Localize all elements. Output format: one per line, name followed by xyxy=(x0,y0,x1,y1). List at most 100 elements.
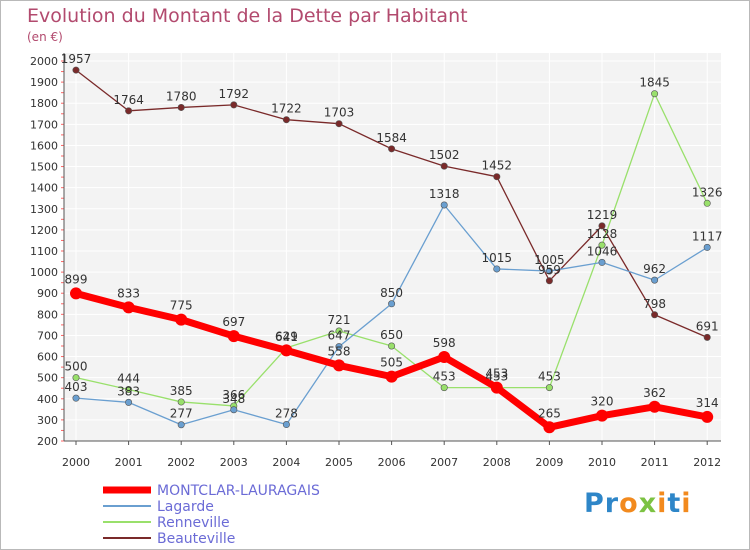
data-point xyxy=(545,384,553,392)
data-label: 962 xyxy=(643,262,666,276)
data-label: 850 xyxy=(380,286,403,300)
y-tick-label: 1100 xyxy=(30,245,58,258)
data-label: 505 xyxy=(380,356,403,370)
data-label: 265 xyxy=(538,406,561,420)
data-point xyxy=(335,120,343,128)
data-point xyxy=(598,222,606,230)
data-point xyxy=(651,90,659,98)
data-point xyxy=(651,311,659,319)
y-tick-label: 800 xyxy=(37,308,58,321)
data-point xyxy=(72,394,80,402)
y-tick-label: 1700 xyxy=(30,118,58,131)
data-label: 385 xyxy=(170,384,193,398)
logo-letter: P xyxy=(584,488,605,519)
data-point xyxy=(125,398,133,406)
x-tick-label: 2005 xyxy=(325,456,353,469)
data-point xyxy=(280,344,293,357)
y-tick-label: 400 xyxy=(37,393,58,406)
data-label: 314 xyxy=(696,396,719,410)
data-label: 1128 xyxy=(587,227,618,241)
data-label: 1502 xyxy=(429,148,460,162)
data-point xyxy=(177,421,185,429)
data-point xyxy=(440,201,448,209)
x-tick-label: 2003 xyxy=(220,456,248,469)
data-point xyxy=(648,400,661,413)
x-tick-label: 2011 xyxy=(641,456,669,469)
logo-letter: t xyxy=(667,488,682,519)
logo-letter: r xyxy=(604,488,620,519)
legend-label: Beauteville xyxy=(157,531,235,547)
data-label: 1046 xyxy=(587,244,618,258)
data-label: 278 xyxy=(275,407,298,421)
y-tick-label: 500 xyxy=(37,372,58,385)
data-label: 1117 xyxy=(692,229,723,243)
logo-letter: o xyxy=(619,488,639,519)
logo-letter: x xyxy=(638,488,658,519)
data-label: 1792 xyxy=(219,87,250,101)
x-tick-label: 2008 xyxy=(483,456,511,469)
legend-label: Lagarde xyxy=(157,499,214,515)
y-tick-label: 300 xyxy=(37,414,58,427)
data-label: 348 xyxy=(222,392,245,406)
y-tick-label: 600 xyxy=(37,351,58,364)
data-label: 1318 xyxy=(429,187,460,201)
data-label: 1845 xyxy=(639,76,670,90)
data-label: 1219 xyxy=(587,208,618,222)
legend-label: MONTCLAR-LAURAGAIS xyxy=(157,483,320,499)
data-point xyxy=(72,374,80,382)
y-tick-label: 1800 xyxy=(30,97,58,110)
y-tick-label: 1200 xyxy=(30,224,58,237)
data-label: 1764 xyxy=(113,93,144,107)
data-label: 899 xyxy=(65,272,88,286)
y-tick-label: 1300 xyxy=(30,203,58,216)
data-point xyxy=(703,333,711,341)
data-point xyxy=(175,313,188,326)
data-point xyxy=(70,287,82,300)
data-point xyxy=(282,116,290,124)
logo-letter: i xyxy=(657,488,668,519)
data-label: 453 xyxy=(433,370,456,384)
data-point xyxy=(598,258,606,266)
data-label: 444 xyxy=(117,371,140,385)
plot-area xyxy=(64,53,721,441)
x-tick-label: 2002 xyxy=(167,456,195,469)
data-point xyxy=(333,359,345,372)
data-label: 798 xyxy=(643,297,666,311)
y-tick-label: 1600 xyxy=(30,139,58,152)
data-label: 641 xyxy=(275,330,298,344)
data-point xyxy=(385,370,398,383)
data-label: 1005 xyxy=(534,253,565,267)
data-label: 691 xyxy=(696,319,719,333)
data-point xyxy=(703,243,711,251)
data-label: 558 xyxy=(328,344,351,358)
data-point xyxy=(335,327,343,335)
y-tick-label: 1500 xyxy=(30,161,58,174)
data-point xyxy=(230,406,238,414)
data-label: 500 xyxy=(65,360,88,374)
data-label: 1722 xyxy=(271,102,302,116)
data-label: 650 xyxy=(380,328,403,342)
y-tick-label: 2000 xyxy=(30,55,58,68)
data-label: 453 xyxy=(538,370,561,384)
data-label: 1326 xyxy=(692,185,723,199)
data-point xyxy=(125,385,133,393)
x-tick-label: 2012 xyxy=(693,456,721,469)
data-point xyxy=(122,301,135,314)
data-point xyxy=(388,300,396,308)
data-point xyxy=(440,162,448,170)
data-label: 1780 xyxy=(166,89,197,103)
data-point xyxy=(651,276,659,284)
data-label: 697 xyxy=(222,315,245,329)
y-tick-label: 1400 xyxy=(30,182,58,195)
data-label: 833 xyxy=(117,286,140,300)
data-label: 1703 xyxy=(324,106,355,120)
data-label: 453 xyxy=(485,367,508,381)
data-label: 959 xyxy=(538,263,561,277)
data-point xyxy=(388,342,396,350)
data-point xyxy=(543,421,556,434)
data-point xyxy=(388,145,396,153)
data-point xyxy=(125,107,133,115)
data-label: 1584 xyxy=(376,131,407,145)
